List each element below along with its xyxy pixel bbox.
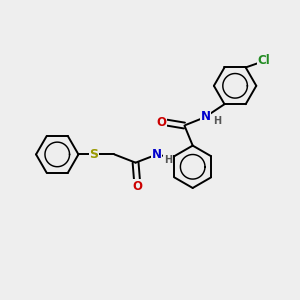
Text: H: H	[164, 155, 172, 165]
Text: H: H	[213, 116, 221, 126]
Text: Cl: Cl	[258, 54, 270, 67]
Text: N: N	[152, 148, 162, 161]
Text: O: O	[157, 116, 166, 129]
Text: N: N	[201, 110, 211, 123]
Text: O: O	[132, 180, 142, 193]
Text: S: S	[89, 148, 98, 161]
